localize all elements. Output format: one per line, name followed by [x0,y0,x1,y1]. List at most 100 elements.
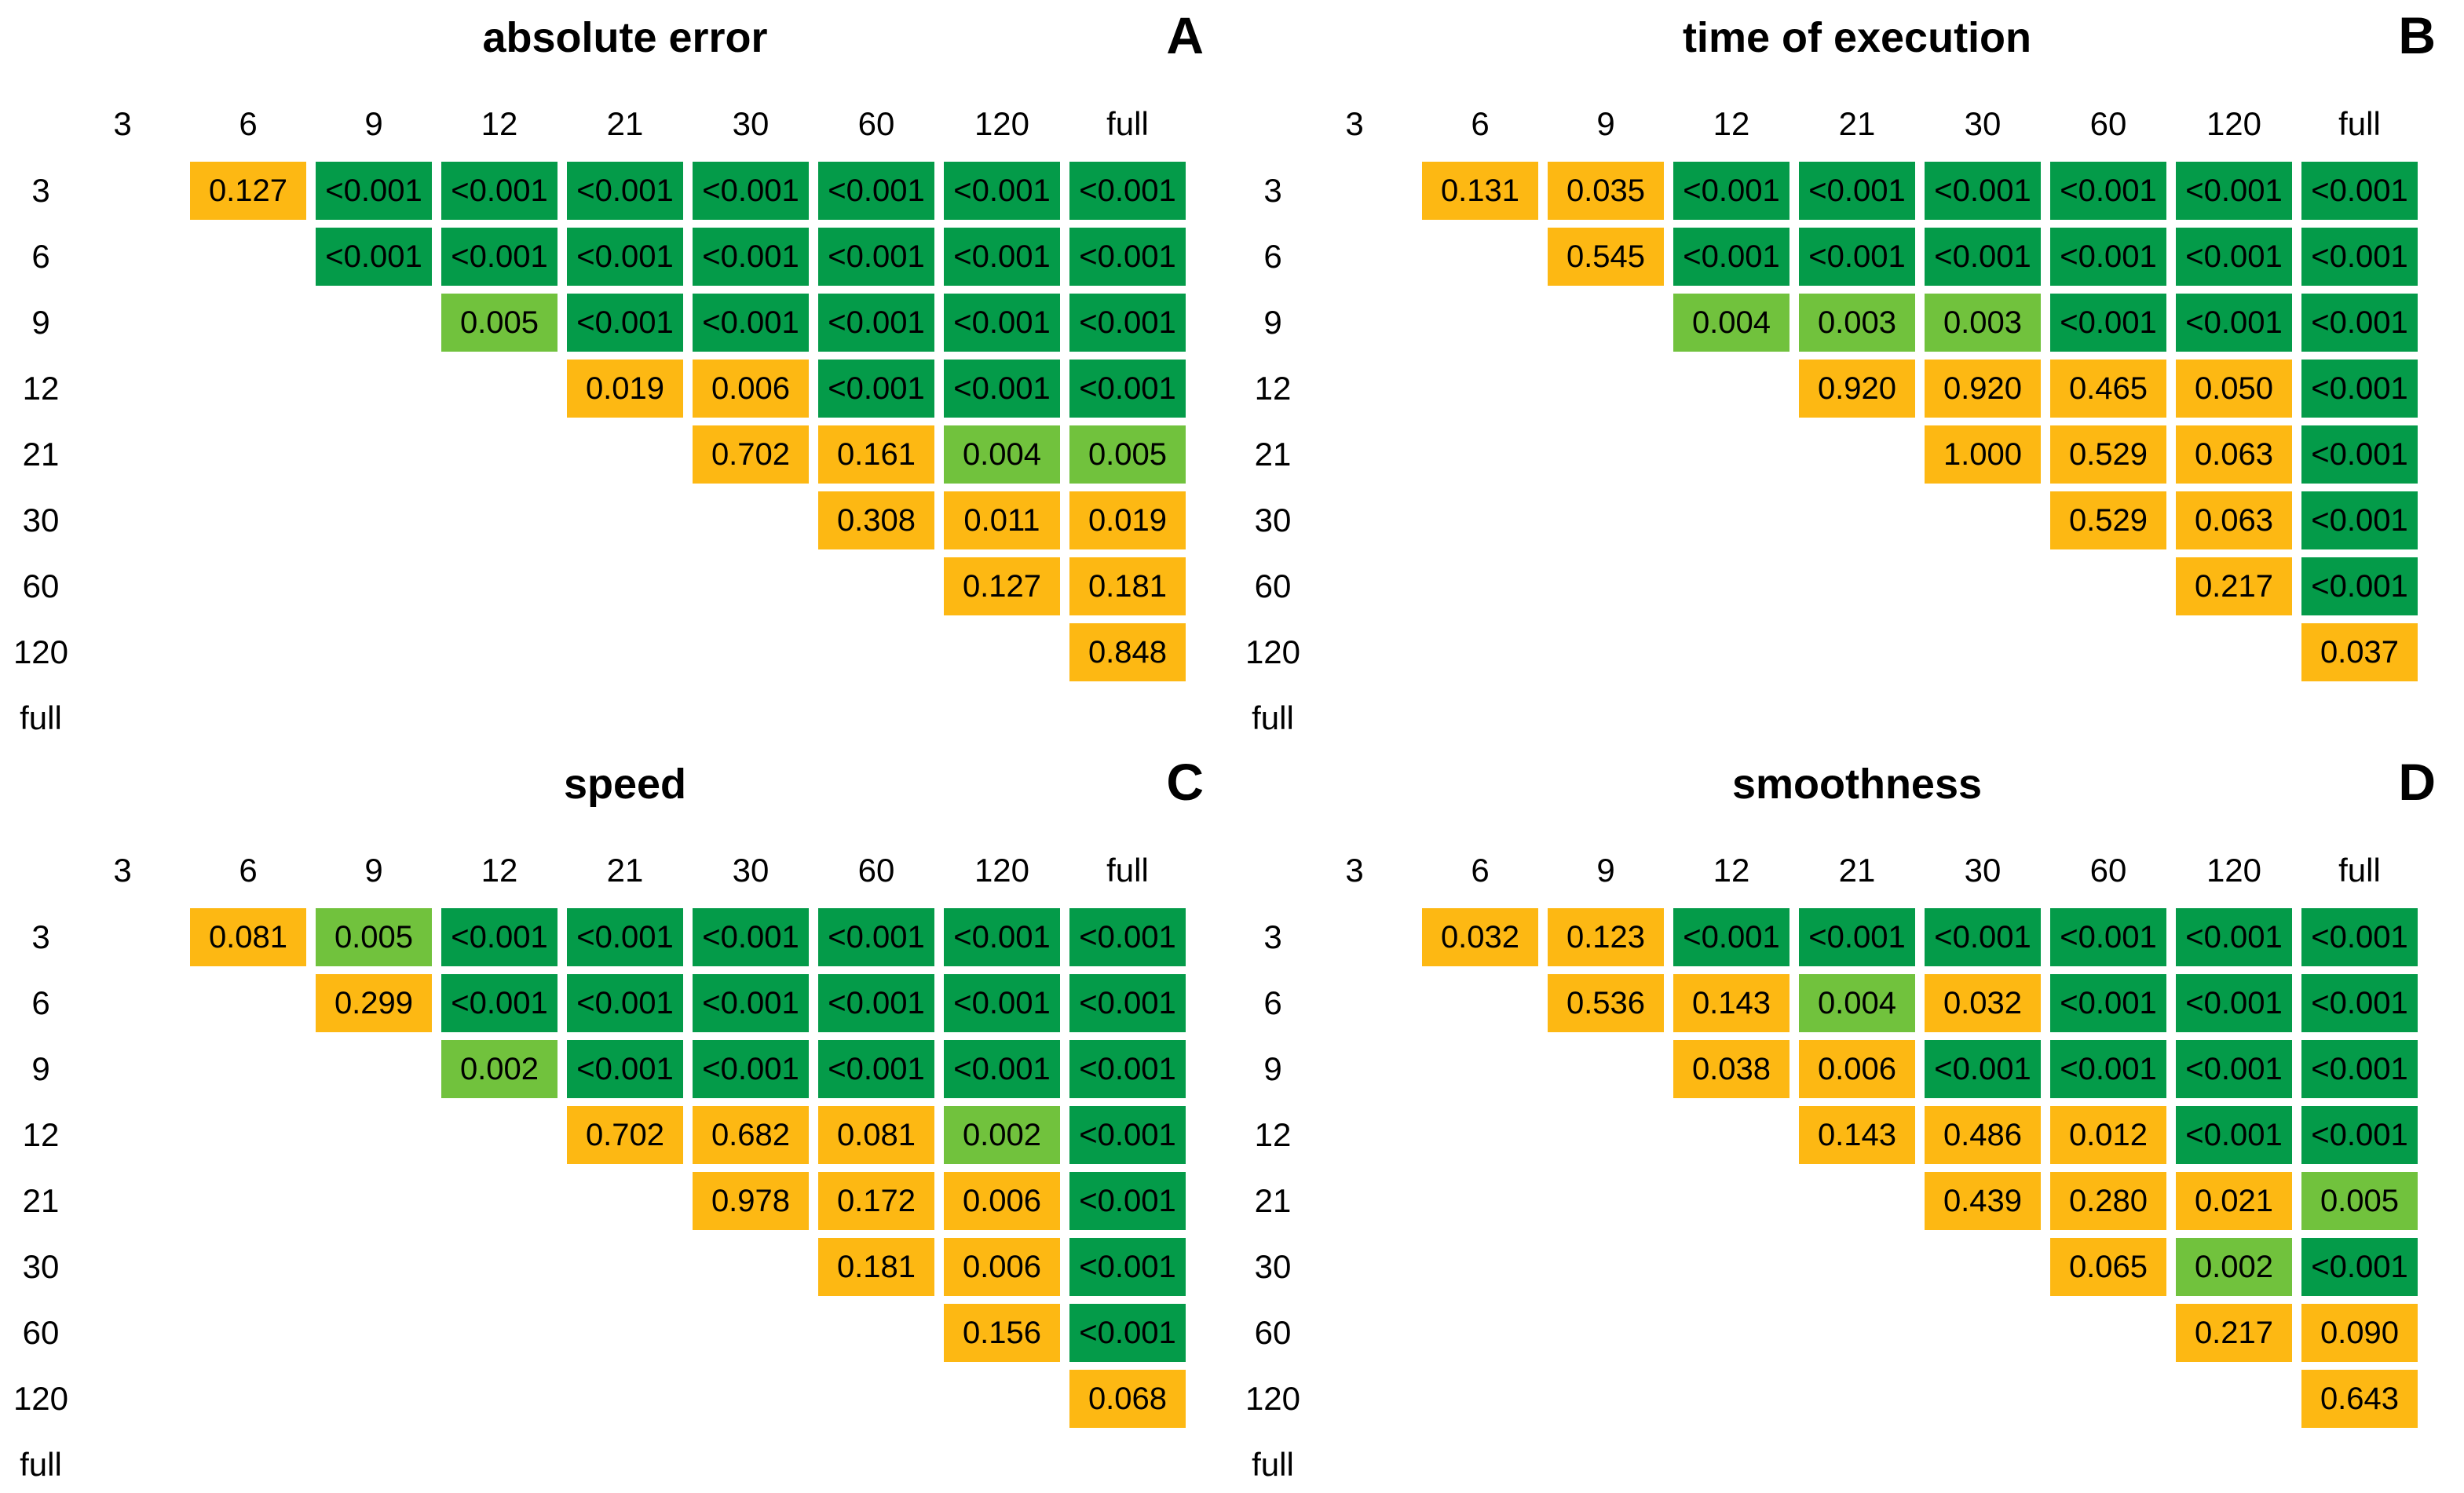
row-header: 21 [22,436,60,473]
p-value-cell: <0.001 [1069,1304,1186,1362]
row-header: 21 [1254,1182,1292,1219]
p-value-cell: <0.001 [1069,1172,1186,1230]
row-header: 6 [1263,984,1282,1021]
p-value-cell: <0.001 [693,908,809,966]
p-value-cell: 0.006 [944,1238,1060,1296]
p-value-cell: <0.001 [1069,294,1186,352]
column-header: 60 [857,852,895,889]
p-value-cell: <0.001 [944,1040,1060,1098]
p-value-cell: <0.001 [1069,1106,1186,1164]
p-value-cell: 0.002 [441,1040,558,1098]
p-value-cell: 0.545 [1548,228,1664,286]
p-value-cell: 0.005 [316,908,432,966]
p-value-cell: 0.021 [2176,1172,2292,1230]
p-value-cell: <0.001 [2050,162,2166,220]
row-header: 3 [31,918,50,955]
p-value-cell: 0.081 [190,908,306,966]
p-value-cell: <0.001 [2301,162,2418,220]
p-value-cell: <0.001 [2176,162,2292,220]
row-header: 60 [1254,1314,1292,1351]
p-value-cell: 0.529 [2050,491,2166,549]
p-value-cell: <0.001 [1069,974,1186,1032]
p-value-cell: <0.001 [944,162,1060,220]
pvalue-grid: 3 6 9 12 21 30 60 120 full 3 6 9 12 21 30 60 120 full 0.13… [1232,0,2464,746]
p-value-cell: <0.001 [2050,908,2166,966]
p-value-cell: 0.308 [818,491,934,549]
p-value-cell: <0.001 [693,294,809,352]
p-value-cell: <0.001 [567,974,683,1032]
p-value-cell: <0.001 [693,228,809,286]
column-header: 21 [1838,105,1876,142]
p-value-cell: <0.001 [818,294,934,352]
p-value-cell: 0.486 [1925,1106,2041,1164]
p-value-cell: <0.001 [2301,1238,2418,1296]
column-header: 30 [732,105,770,142]
p-value-cell: <0.001 [441,908,558,966]
row-header: 30 [1254,502,1292,538]
p-value-cell: 0.682 [693,1106,809,1164]
p-value-cell: <0.001 [567,908,683,966]
column-header: 21 [606,852,644,889]
p-value-cell: 0.065 [2050,1238,2166,1296]
p-value-cell: <0.001 [1069,1238,1186,1296]
p-value-cell: 0.037 [2301,623,2418,681]
p-value-cell: <0.001 [944,908,1060,966]
p-value-cell: <0.001 [818,974,934,1032]
p-value-cell: <0.001 [1925,162,2041,220]
p-value-cell: <0.001 [1925,908,2041,966]
p-value-cell: 0.032 [1422,908,1538,966]
pvalue-grid: 3 6 9 12 21 30 60 120 full 3 6 9 12 21 30 60 120 full 0.08… [0,746,1232,1493]
pvalue-grid: 3 6 9 12 21 30 60 120 full 3 6 9 12 21 30 60 120 full 0.03… [1232,746,2464,1493]
p-value-cell: 0.011 [944,491,1060,549]
p-value-cell: 0.012 [2050,1106,2166,1164]
p-value-cell: <0.001 [316,228,432,286]
row-header: 9 [31,1050,50,1087]
row-header: 120 [13,633,69,670]
p-value-cell: 0.063 [2176,491,2292,549]
p-value-cell: 0.156 [944,1304,1060,1362]
panel-absolute-error: absolute error A 3 6 9 12 21 30 60 120 full 3 6 9 12… [0,0,1232,746]
column-header: 12 [481,105,518,142]
p-value-cell: 0.050 [2176,360,2292,418]
panel-title: smoothness [1731,761,1983,808]
p-value-cell: 0.004 [1799,974,1915,1032]
row-header: 9 [1263,304,1282,341]
p-value-cell: <0.001 [441,162,558,220]
p-value-cell: <0.001 [1069,228,1186,286]
p-value-cell: <0.001 [1069,162,1186,220]
row-header: 21 [22,1182,60,1219]
p-value-cell: <0.001 [2050,294,2166,352]
panel-smoothness: smoothness D 3 6 9 12 21 30 60 120 full 3 6 9 12 21 30… [1232,746,2464,1493]
row-header: 9 [31,304,50,341]
row-header: 3 [1263,918,1282,955]
p-value-cell: <0.001 [1673,228,1790,286]
p-value-cell: <0.001 [2176,908,2292,966]
panel-title: absolute error [482,14,768,61]
p-value-cell: <0.001 [2301,974,2418,1032]
p-value-cell: <0.001 [567,294,683,352]
row-header: 120 [13,1380,69,1417]
p-value-cell: 1.000 [1925,425,2041,484]
p-value-cell: 0.131 [1422,162,1538,220]
column-header: 60 [2089,105,2127,142]
p-value-cell: <0.001 [441,974,558,1032]
p-value-cell: <0.001 [1799,162,1915,220]
p-value-cell: <0.001 [2176,1040,2292,1098]
column-header: 6 [1471,852,1490,889]
p-value-cell: <0.001 [567,1040,683,1098]
p-value-cell: 0.004 [944,425,1060,484]
p-value-cell: 0.536 [1548,974,1664,1032]
column-header: 30 [1964,105,2002,142]
column-header: 60 [857,105,895,142]
column-header: 12 [1713,105,1750,142]
p-value-cell: <0.001 [818,360,934,418]
p-value-cell: 0.035 [1548,162,1664,220]
p-value-cell: 0.003 [1799,294,1915,352]
row-header: 120 [1245,633,1301,670]
column-header: full [1106,852,1149,889]
column-header: 3 [113,105,132,142]
column-header: 6 [239,852,258,889]
p-value-cell: <0.001 [2301,1106,2418,1164]
row-header: 12 [22,1116,60,1153]
